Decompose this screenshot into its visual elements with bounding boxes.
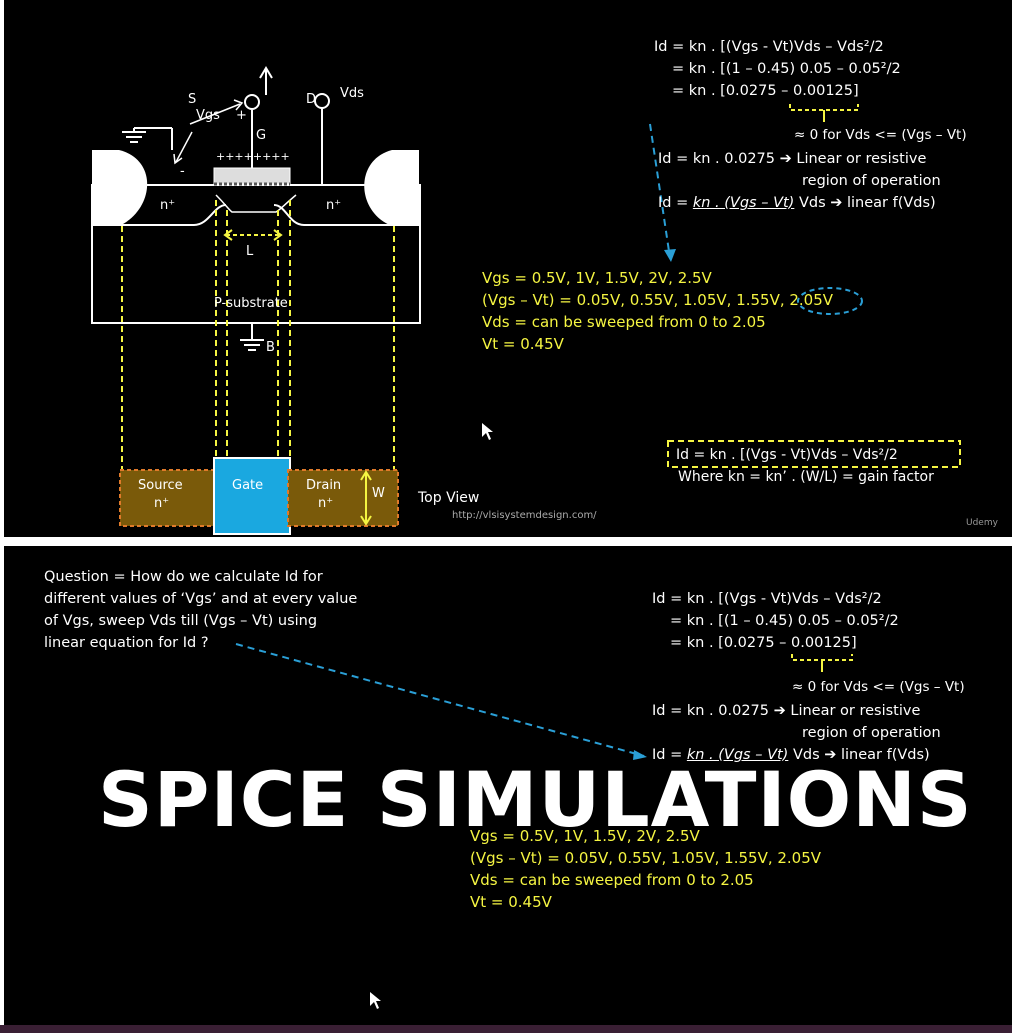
bottom-region: region of operation [802, 725, 941, 741]
top-yellow-1: Vgs = 0.5V, 1V, 1.5V, 2V, 2.5V [482, 269, 712, 287]
label-source: Source [138, 478, 183, 493]
top-equation-1: Id = kn . [(Vgs - Vt)Vds – Vds²/2 [654, 39, 884, 55]
label-l: L [246, 244, 254, 259]
question-line-1: Question = How do we calculate Id for [44, 569, 323, 585]
label-plus-small: + [236, 108, 247, 123]
bottom-yellow-4: Vt = 0.45V [470, 893, 552, 911]
question-line-4: linear equation for Id ? [44, 635, 209, 651]
label-n-left: n⁺ [160, 198, 176, 213]
top-id-post: Vds ➔ linear f(Vds) [794, 195, 936, 211]
label-s: S [188, 92, 197, 107]
gate-box [213, 457, 291, 535]
bottom-strip [0, 1025, 1012, 1033]
label-d: D [306, 92, 317, 107]
label-drain-n: n⁺ [318, 496, 334, 511]
label-w: W [372, 486, 385, 501]
top-region: region of operation [802, 173, 941, 189]
top-boxed-formula: Id = kn . [(Vgs - Vt)Vds – Vds²/2 [676, 447, 898, 463]
label-top-view: Top View [418, 490, 480, 506]
label-g: G [256, 128, 267, 143]
left-oxide-blob [92, 150, 148, 226]
bottom-yellow-1: Vgs = 0.5V, 1V, 1.5V, 2V, 2.5V [470, 827, 700, 845]
top-yellow-2: (Vgs – Vt) = 0.05V, 0.55V, 1.05V, 1.55V,… [482, 291, 834, 309]
label-drain: Drain [306, 478, 342, 493]
bottom-id-formula-line: Id = kn . (Vgs – Vt) Vds ➔ linear f(Vds) [652, 744, 930, 766]
label-b: B [266, 340, 275, 355]
top-id-formula-line: Id = kn . (Vgs – Vt) Vds ➔ linear f(Vds) [658, 192, 936, 214]
spice-simulations-title: SPICE SIMULATIONS [98, 755, 973, 844]
label-vgs: Vgs [196, 108, 220, 123]
drain-terminal [314, 93, 330, 109]
top-yellow-4: Vt = 0.45V [482, 335, 564, 353]
bottom-equation-1: Id = kn . [(Vgs - Vt)Vds – Vds²/2 [652, 591, 882, 607]
bottom-annotations [235, 643, 853, 1009]
label-substrate: P-substrate [214, 296, 288, 311]
formula-highlight-box [667, 440, 961, 468]
top-id-formula: kn . (Vgs – Vt) [692, 195, 795, 211]
label-n-right: n⁺ [326, 198, 342, 213]
bottom-slide-panel: Question = How do we calculate Id for di… [4, 546, 1012, 1025]
top-slide-panel: S Vgs + - G D Vds ++++++++ n⁺ n⁺ L P-sub… [4, 0, 1012, 537]
right-n-well [273, 204, 420, 226]
channel-line [215, 194, 297, 213]
gate-plate [213, 167, 291, 185]
source-url: http://vlsisystemdesign.com/ [452, 510, 597, 521]
projection-lines [121, 200, 395, 470]
mosfet-cross-section-diagram [91, 66, 961, 535]
bottom-id-formula: kn . (Vgs – Vt) [686, 747, 789, 763]
bottom-cursor-icon [370, 992, 381, 1009]
pointer-arrow [649, 123, 671, 259]
cursor-icon [482, 423, 493, 440]
left-n-well [92, 204, 227, 226]
label-gate: Gate [232, 478, 264, 493]
top-linear-line: Id = kn . 0.0275 ➔ Linear or resistive [658, 151, 927, 167]
top-equation-3: = kn . [0.0275 – 0.00125] [672, 83, 859, 99]
bottom-id-post: Vds ➔ linear f(Vds) [788, 747, 930, 763]
top-equation-2: = kn . [(1 – 0.45) 0.05 – 0.05²/2 [672, 61, 901, 77]
bottom-yellow-2: (Vgs – Vt) = 0.05V, 0.55V, 1.05V, 1.55V,… [470, 849, 822, 867]
top-where: Where kn = kn’ . (W/L) = gain factor [678, 469, 934, 485]
bottom-yellow-3: Vds = can be sweeped from 0 to 2.05 [470, 871, 754, 889]
label-vds: Vds [340, 86, 364, 101]
top-id-pre: Id = [658, 195, 693, 211]
top-yellow-3: Vds = can be sweeped from 0 to 2.05 [482, 313, 766, 331]
question-pointer-arrow [235, 643, 645, 757]
gate-terminal [244, 94, 260, 110]
question-line-3: of Vgs, sweep Vds till (Vgs – Vt) using [44, 613, 318, 629]
label-minus-small: - [180, 164, 185, 179]
label-charges: ++++++++ [216, 150, 290, 163]
bottom-equation-3: = kn . [0.0275 – 0.00125] [670, 635, 857, 651]
question-line-2: different values of ‘Vgs’ and at every v… [44, 591, 358, 607]
udemy-watermark: Udemy [966, 518, 998, 528]
bottom-linear-line: Id = kn . 0.0275 ➔ Linear or resistive [652, 703, 921, 719]
label-source-n: n⁺ [154, 496, 170, 511]
bottom-approx: ≈ 0 for Vds <= (Vgs – Vt) [792, 679, 965, 695]
bottom-equation-2: = kn . [(1 – 0.45) 0.05 – 0.05²/2 [670, 613, 899, 629]
top-approx: ≈ 0 for Vds <= (Vgs – Vt) [794, 127, 967, 143]
drain-box [287, 469, 399, 527]
source-box [119, 469, 219, 527]
right-oxide-blob [364, 150, 419, 226]
highlight-ellipse [797, 287, 863, 315]
bottom-id-pre: Id = [652, 747, 687, 763]
